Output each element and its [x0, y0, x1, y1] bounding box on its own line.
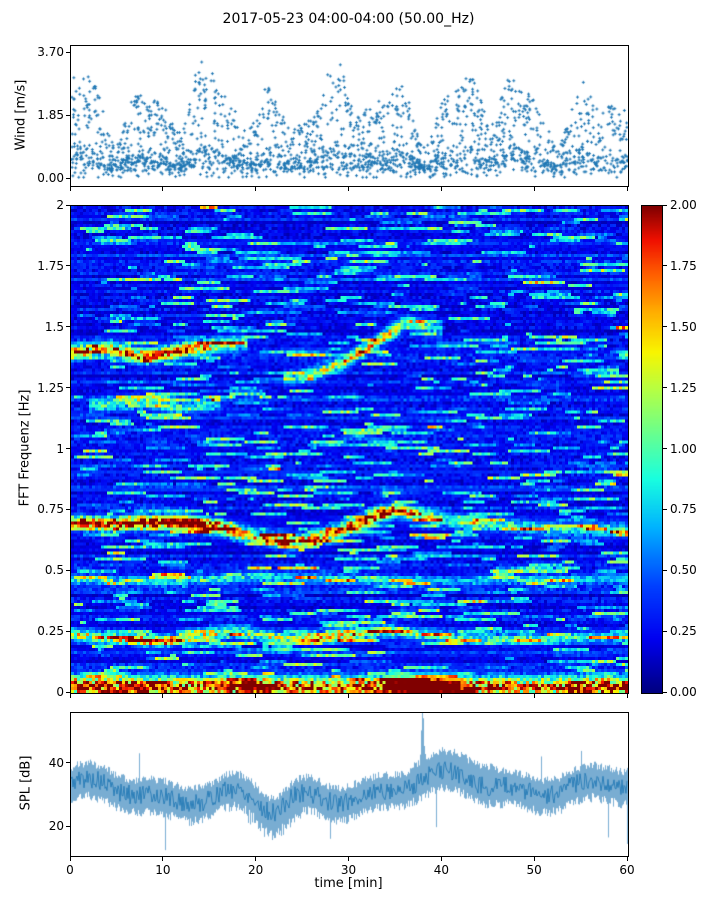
colorbar-tick-mark — [663, 265, 667, 267]
colorbar-tick-mark — [663, 508, 667, 510]
x-tick-mark — [440, 857, 442, 861]
x-tick-mark — [162, 694, 164, 698]
spl-y-tick-label: 40 — [48, 755, 64, 770]
x-tick-label: 60 — [619, 863, 635, 877]
colorbar-tick-mark — [663, 204, 667, 206]
colorbar-tick-label: 0.25 — [670, 624, 697, 639]
wind-y-tick-mark — [66, 114, 70, 116]
colorbar-tick-label: 0.75 — [670, 502, 697, 517]
wind-scatter-panel — [70, 45, 629, 187]
wind-scatter-canvas — [71, 46, 628, 186]
wind-y-tick-label: 0.00 — [37, 171, 64, 185]
x-tick-mark — [626, 857, 628, 861]
x-tick-mark — [626, 694, 628, 698]
colorbar-tick-mark — [663, 691, 667, 693]
x-tick-mark — [440, 694, 442, 698]
fft-y-tick-mark — [66, 691, 70, 693]
colorbar-tick-label: 1.75 — [670, 258, 697, 273]
colorbar-tick-mark — [663, 569, 667, 571]
fft-y-tick-mark — [66, 630, 70, 632]
colorbar-tick-label: 1.00 — [670, 441, 697, 456]
figure-title: 2017-05-23 04:00-04:00 (50.00_Hz) — [222, 11, 475, 27]
wind-y-tick-label: 3.70 — [37, 45, 64, 59]
spl-line-canvas — [71, 713, 628, 856]
x-tick-label: 20 — [248, 863, 264, 877]
fft-y-tick-label: 0 — [56, 685, 64, 699]
x-tick-mark — [348, 187, 349, 191]
x-tick-label: 10 — [155, 863, 171, 877]
colorbar-tick-label: 2.00 — [670, 198, 697, 212]
x-tick-mark — [255, 857, 257, 861]
fft-y-tick-mark — [66, 326, 70, 328]
fft-y-tick-mark — [66, 508, 70, 510]
fft-y-tick-mark — [66, 265, 70, 267]
x-tick-mark — [626, 187, 628, 191]
x-tick-label: 30 — [340, 863, 357, 877]
colorbar-tick-mark — [663, 387, 667, 389]
spl-line-panel — [70, 712, 629, 857]
spectrogram-panel — [70, 205, 629, 694]
fft-y-tick-label: 0.25 — [37, 624, 64, 639]
fft-y-tick-mark — [66, 448, 70, 449]
colorbar-tick-label: 0.00 — [670, 685, 697, 699]
colorbar-tick-label: 1.50 — [670, 319, 697, 334]
time-x-axis-label: time [min] — [314, 876, 383, 891]
fft-y-tick-mark — [66, 204, 70, 206]
x-tick-label: 0 — [66, 863, 74, 877]
colorbar-canvas — [642, 206, 662, 693]
fft-y-tick-label: 2 — [56, 198, 64, 212]
fft-y-tick-label: 1.5 — [44, 319, 64, 334]
wind-y-tick-mark — [66, 177, 70, 179]
x-tick-mark — [348, 694, 349, 698]
wind-y-tick-mark — [66, 51, 70, 53]
fft-y-tick-label: 1.25 — [37, 380, 64, 395]
fft-y-tick-label: 1.75 — [37, 258, 64, 273]
fft-y-tick-label: 0.5 — [44, 563, 64, 578]
x-tick-mark — [533, 187, 535, 191]
x-tick-mark — [255, 187, 257, 191]
colorbar-tick-mark — [663, 326, 667, 328]
fft-y-tick-mark — [66, 569, 70, 571]
colorbar-tick-mark — [663, 630, 667, 632]
x-tick-mark — [533, 857, 535, 861]
colorbar-tick-label: 1.25 — [670, 380, 697, 395]
wind-y-tick-label: 1.85 — [37, 108, 64, 122]
x-tick-mark — [162, 187, 164, 191]
x-tick-mark — [348, 857, 349, 861]
spl-y-tick-mark — [66, 762, 70, 764]
fft-y-tick-label: 0.75 — [37, 502, 64, 517]
colorbar-tick-mark — [663, 448, 667, 449]
spl-y-tick-label: 20 — [48, 819, 64, 834]
spl-y-tick-mark — [66, 825, 70, 827]
x-tick-mark — [440, 187, 442, 191]
x-tick-mark — [69, 694, 71, 698]
colorbar-tick-label: 0.50 — [670, 563, 697, 578]
x-tick-mark — [533, 694, 535, 698]
fft-y-tick-mark — [66, 387, 70, 389]
colorbar — [641, 205, 663, 694]
x-tick-mark — [162, 857, 164, 861]
x-tick-label: 40 — [433, 863, 449, 877]
x-tick-label: 50 — [526, 863, 542, 877]
x-tick-mark — [69, 187, 71, 191]
fft-y-tick-label: 1 — [56, 441, 64, 456]
x-tick-mark — [255, 694, 257, 698]
x-tick-mark — [69, 857, 71, 861]
spectrogram-canvas — [71, 206, 628, 693]
